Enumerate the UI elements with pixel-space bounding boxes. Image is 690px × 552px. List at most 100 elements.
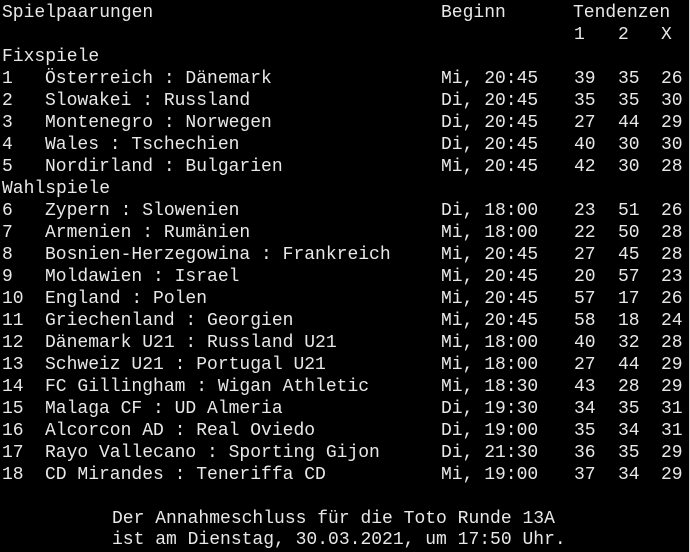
tendency-1-value: 43 <box>574 377 596 397</box>
tendency-x-value: 31 <box>661 421 683 441</box>
match-number: 2 <box>2 91 13 111</box>
tendency-x-value: 30 <box>661 91 683 111</box>
match-number: 10 <box>2 289 24 309</box>
match-number: 15 <box>2 399 24 419</box>
match-row: 17 Rayo Vallecano : Sporting Gijon Di, 2… <box>0 442 690 464</box>
tendency-x-value: 29 <box>661 377 683 397</box>
match-number: 17 <box>2 443 24 463</box>
match-start-time: Di, 19:30 <box>441 399 539 419</box>
tendency-2-value: 28 <box>618 377 640 397</box>
match-start-time: Mi, 20:45 <box>441 69 539 89</box>
match-row: 2 Slowakei : Russland Di, 20:45 35 35 30 <box>0 90 690 112</box>
tendency-1-value: 23 <box>574 201 596 221</box>
tendency-1-value: 42 <box>574 157 596 177</box>
tendency-2-value: 34 <box>618 465 640 485</box>
tendency-1-value: 40 <box>574 135 596 155</box>
match-start-time: Di, 20:45 <box>441 135 539 155</box>
match-number: 12 <box>2 333 24 353</box>
match-start-time: Mi, 20:45 <box>441 289 539 309</box>
match-row: 11 Griechenland : Georgien Mi, 20:45 58 … <box>0 310 690 332</box>
tendency-1-value: 35 <box>574 91 596 111</box>
match-start-time: Mi, 20:45 <box>441 157 539 177</box>
tendency-x-value: 29 <box>661 355 683 375</box>
match-row: 10 England : Polen Mi, 20:45 57 17 26 <box>0 288 690 310</box>
tendency-1-value: 27 <box>574 355 596 375</box>
match-pairing: England : Polen <box>45 289 208 309</box>
match-start-time: Mi, 18:00 <box>441 333 539 353</box>
match-row: 13 Schweiz U21 : Portugal U21 Mi, 18:00 … <box>0 354 690 376</box>
match-start-time: Mi, 18:00 <box>441 223 539 243</box>
tendency-2-value: 30 <box>618 157 640 177</box>
match-number: 9 <box>2 267 13 287</box>
tendency-x-value: 26 <box>661 201 683 221</box>
match-start-time: Mi, 20:45 <box>441 267 539 287</box>
tendency-1-value: 20 <box>574 267 596 287</box>
tendency-x-value: 28 <box>661 245 683 265</box>
match-row: 15 Malaga CF : UD Almeria Di, 19:30 34 3… <box>0 398 690 420</box>
match-row: 8 Bosnien-Herzegowina : Frankreich Mi, 2… <box>0 244 690 266</box>
tendency-1-value: 58 <box>574 311 596 331</box>
tendency-2-value: 45 <box>618 245 640 265</box>
match-number: 7 <box>2 223 13 243</box>
tendency-2-value: 44 <box>618 113 640 133</box>
tendency-2-value: 35 <box>618 399 640 419</box>
match-pairing: Nordirland : Bulgarien <box>45 157 283 177</box>
tendency-1-value: 34 <box>574 399 596 419</box>
match-start-time: Di, 19:00 <box>441 421 539 441</box>
match-row: 12 Dänemark U21 : Russland U21 Mi, 18:00… <box>0 332 690 354</box>
match-row: 4 Wales : Tschechien Di, 20:45 40 30 30 <box>0 134 690 156</box>
match-start-time: Mi, 18:30 <box>441 377 539 397</box>
match-row: 3 Montenegro : Norwegen Di, 20:45 27 44 … <box>0 112 690 134</box>
match-pairing: Dänemark U21 : Russland U21 <box>45 333 337 353</box>
match-pairing: Armenien : Rumänien <box>45 223 251 243</box>
match-pairing: Bosnien-Herzegowina : Frankreich <box>45 245 391 265</box>
match-pairing: CD Mirandes : Teneriffa CD <box>45 465 326 485</box>
match-pairing: Montenegro : Norwegen <box>45 113 272 133</box>
match-start-time: Di, 20:45 <box>441 113 539 133</box>
column-header-spielpaarungen: Spielpaarungen <box>2 3 154 23</box>
match-pairing: Malaga CF : UD Almeria <box>45 399 283 419</box>
match-number: 1 <box>2 69 13 89</box>
tendency-x-value: 26 <box>661 289 683 309</box>
tendency-x-value: 28 <box>661 333 683 353</box>
tendency-x-value: 28 <box>661 157 683 177</box>
match-start-time: Mi, 20:45 <box>441 245 539 265</box>
tendency-2-value: 35 <box>618 91 640 111</box>
tendency-1-value: 27 <box>574 113 596 133</box>
tendency-x-value: 30 <box>661 135 683 155</box>
match-start-time: Di, 18:00 <box>441 201 539 221</box>
match-row: 9 Moldawien : Israel Mi, 20:45 20 57 23 <box>0 266 690 288</box>
tendency-header-1: 1 <box>574 25 585 45</box>
tendency-2-value: 35 <box>618 443 640 463</box>
match-number: 6 <box>2 201 13 221</box>
match-pairing: Slowakei : Russland <box>45 91 251 111</box>
match-pairing: FC Gillingham : Wigan Athletic <box>45 377 370 397</box>
tendency-2-value: 18 <box>618 311 640 331</box>
deadline-notice-line-1: Der Annahmeschluss für die Toto Runde 13… <box>112 509 555 529</box>
tendency-header-2: 2 <box>618 25 629 45</box>
match-row: 18 CD Mirandes : Teneriffa CD Mi, 19:00 … <box>0 464 690 486</box>
match-start-time: Mi, 20:45 <box>441 311 539 331</box>
tendency-2-value: 32 <box>618 333 640 353</box>
tendency-2-value: 50 <box>618 223 640 243</box>
tendency-2-value: 44 <box>618 355 640 375</box>
match-start-time: Di, 20:45 <box>441 91 539 111</box>
tendency-x-value: 24 <box>661 311 683 331</box>
tendency-2-value: 35 <box>618 69 640 89</box>
tendency-1-value: 57 <box>574 289 596 309</box>
match-row: 7 Armenien : Rumänien Mi, 18:00 22 50 28 <box>0 222 690 244</box>
tendency-1-value: 27 <box>574 245 596 265</box>
tendency-x-value: 26 <box>661 69 683 89</box>
match-number: 11 <box>2 311 24 331</box>
match-number: 16 <box>2 421 24 441</box>
tendency-2-value: 34 <box>618 421 640 441</box>
section-label-fixspiele: Fixspiele <box>2 47 100 67</box>
match-pairing: Moldawien : Israel <box>45 267 240 287</box>
match-pairing: Zypern : Slowenien <box>45 201 240 221</box>
match-pairing: Schweiz U21 : Portugal U21 <box>45 355 326 375</box>
tendency-1-value: 35 <box>574 421 596 441</box>
tendency-header-x: X <box>661 25 672 45</box>
tendency-x-value: 31 <box>661 399 683 419</box>
tendency-2-value: 17 <box>618 289 640 309</box>
match-start-time: Mi, 18:00 <box>441 355 539 375</box>
